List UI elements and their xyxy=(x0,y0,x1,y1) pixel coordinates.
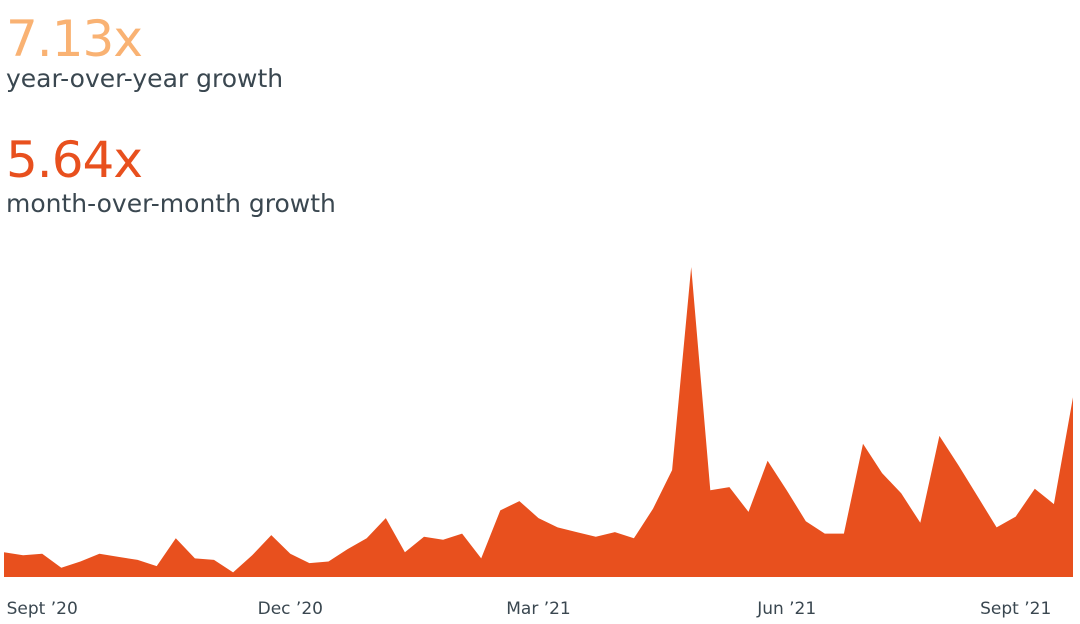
yoy-growth-caption: year-over-year growth xyxy=(6,64,284,93)
x-tick-label: Dec ’20 xyxy=(258,599,323,619)
yoy-growth-value: 7.13x xyxy=(6,10,143,68)
mom-growth-value: 5.64x xyxy=(6,131,143,189)
area-series-layer xyxy=(4,267,1073,577)
mom-growth-caption: month-over-month growth xyxy=(6,189,336,218)
x-tick-label: Mar ’21 xyxy=(506,599,571,619)
x-tick-label: Sept ’20 xyxy=(7,599,78,619)
growth-area-chart: Sept ’20 Dec ’20 Mar ’21 Jun ’21 Sept ’21 xyxy=(4,267,1073,619)
x-tick-label: Jun ’21 xyxy=(756,599,816,619)
area-series xyxy=(4,267,1073,577)
x-axis-tick-labels: Sept ’20 Dec ’20 Mar ’21 Jun ’21 Sept ’21 xyxy=(7,599,1052,619)
x-tick-label: Sept ’21 xyxy=(980,599,1051,619)
